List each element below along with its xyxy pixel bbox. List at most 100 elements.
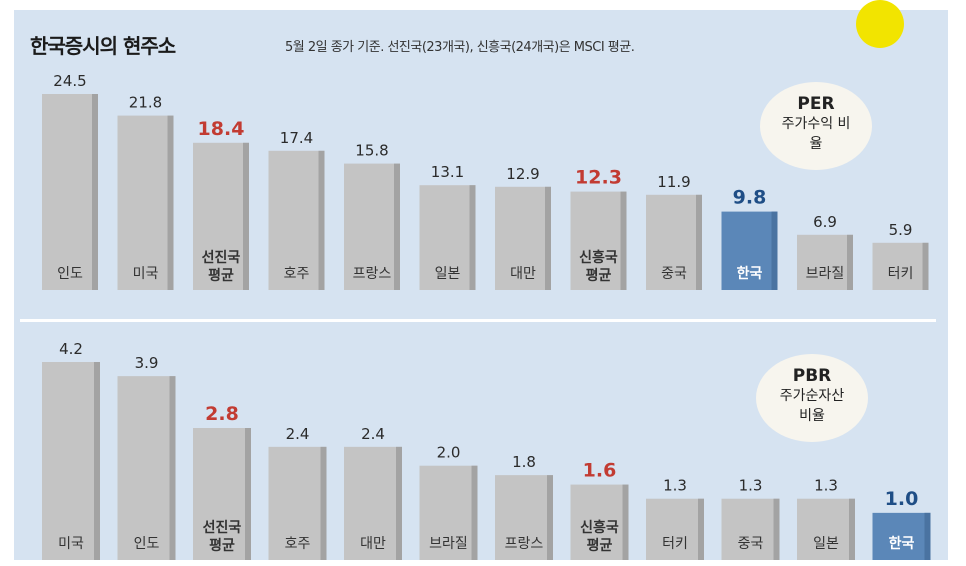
per-bar-shade bbox=[771, 211, 778, 290]
per-bar bbox=[797, 234, 853, 290]
pbr-bar bbox=[419, 465, 478, 560]
per-bar bbox=[495, 186, 551, 290]
pbr-bar-shade bbox=[622, 484, 629, 560]
pbr-bar-shade bbox=[773, 498, 780, 560]
per-bubble: PER 주가수익 비율 bbox=[760, 82, 872, 170]
per-bar-shade bbox=[394, 163, 400, 290]
per-bar-shade bbox=[922, 242, 929, 290]
section-divider bbox=[20, 319, 936, 322]
pbr-bar-shade bbox=[924, 512, 931, 560]
pbr-category-label: 평균 bbox=[209, 537, 235, 554]
pbr-bar bbox=[721, 498, 780, 560]
pbr-bar bbox=[495, 475, 553, 560]
per-value-label: 12.9 bbox=[506, 165, 539, 183]
per-value-label: 24.5 bbox=[53, 72, 86, 90]
per-bar-shade bbox=[469, 185, 476, 290]
per-bar-shade bbox=[620, 191, 627, 290]
per-category-label: 인도 bbox=[57, 266, 83, 282]
pbr-bubble-subtitle: 주가순자산 비율 bbox=[779, 388, 845, 424]
pbr-category-label: 브라질 bbox=[429, 536, 468, 552]
per-bar bbox=[646, 194, 702, 290]
pbr-bar-shade bbox=[320, 446, 327, 560]
pbr-value-label: 1.3 bbox=[814, 477, 838, 495]
pbr-bar-shade bbox=[547, 475, 553, 560]
per-bar-shade bbox=[847, 234, 853, 290]
pbr-bar-shade bbox=[245, 428, 251, 560]
pbr-value-label: 1.3 bbox=[663, 477, 687, 495]
per-value-label: 13.1 bbox=[431, 163, 464, 181]
per-value-label: 11.9 bbox=[657, 173, 690, 191]
per-bar bbox=[193, 142, 249, 290]
pbr-value-label: 1.8 bbox=[512, 453, 536, 471]
pbr-category-label: 신흥국 bbox=[580, 519, 619, 536]
per-value-label: 15.8 bbox=[355, 142, 388, 160]
per-bar bbox=[721, 211, 778, 290]
per-value-label: 9.8 bbox=[733, 187, 767, 209]
pbr-bar-shade bbox=[849, 498, 855, 560]
per-value-label: 18.4 bbox=[198, 118, 245, 140]
pbr-category-label: 중국 bbox=[738, 536, 764, 552]
pbr-category-label: 대만 bbox=[360, 536, 386, 552]
pbr-category-label: 선진국 bbox=[203, 519, 242, 536]
per-category-label: 대만 bbox=[510, 266, 536, 282]
pbr-bar bbox=[117, 376, 176, 560]
pbr-value-label: 4.2 bbox=[59, 340, 83, 358]
per-bar-shade bbox=[318, 150, 325, 290]
pbr-value-label: 2.4 bbox=[286, 425, 310, 443]
pbr-bar-shade bbox=[471, 465, 478, 560]
pbr-value-label: 2.8 bbox=[205, 403, 239, 425]
pbr-category-label: 프랑스 bbox=[505, 536, 544, 552]
pbr-bar bbox=[193, 428, 251, 560]
per-value-label: 6.9 bbox=[813, 213, 837, 231]
per-bubble-subtitle: 주가수익 비율 bbox=[781, 116, 851, 152]
pbr-bar-shade bbox=[396, 446, 402, 560]
pbr-bar-shade bbox=[169, 376, 176, 560]
pbr-value-label: 1.3 bbox=[739, 477, 763, 495]
cursor-highlight-dot bbox=[856, 0, 904, 48]
pbr-value-label: 2.4 bbox=[361, 425, 385, 443]
pbr-bubble-title: PBR bbox=[792, 366, 832, 386]
per-category-label: 호주 bbox=[284, 266, 310, 282]
per-bar bbox=[344, 163, 400, 290]
pbr-bar bbox=[570, 484, 629, 560]
per-category-label: 브라질 bbox=[806, 266, 845, 282]
per-category-label: 미국 bbox=[133, 266, 159, 282]
pbr-value-label: 1.6 bbox=[583, 460, 617, 482]
pbr-bubble: PBR 주가순자산 비율 bbox=[756, 354, 868, 442]
per-category-label: 터키 bbox=[888, 266, 914, 282]
per-bar bbox=[570, 191, 627, 290]
pbr-value-label: 1.0 bbox=[885, 488, 919, 510]
per-category-label: 평균 bbox=[208, 267, 234, 284]
pbr-category-label: 인도 bbox=[134, 536, 160, 552]
pbr-bar bbox=[872, 512, 931, 560]
per-bar-shade bbox=[167, 115, 174, 290]
per-bar-shade bbox=[92, 94, 98, 290]
pbr-bar bbox=[646, 498, 704, 560]
pbr-category-label: 터키 bbox=[662, 536, 688, 552]
per-bar-shade bbox=[243, 142, 249, 290]
per-bar bbox=[117, 115, 174, 290]
pbr-bar-shade bbox=[698, 498, 704, 560]
per-value-label: 17.4 bbox=[280, 129, 313, 147]
per-bubble-title: PER bbox=[797, 94, 835, 114]
per-category-label: 일본 bbox=[435, 266, 461, 282]
pbr-category-label: 일본 bbox=[813, 536, 839, 552]
per-bar bbox=[268, 150, 325, 290]
pbr-bar bbox=[42, 362, 100, 560]
pbr-category-label: 미국 bbox=[58, 536, 84, 552]
per-category-label: 선진국 bbox=[202, 249, 241, 266]
per-value-label: 21.8 bbox=[129, 94, 162, 112]
per-value-label: 12.3 bbox=[575, 167, 622, 189]
per-value-label: 5.9 bbox=[889, 221, 913, 239]
per-category-label: 한국 bbox=[737, 266, 763, 282]
pbr-bar bbox=[268, 446, 327, 560]
pbr-category-label: 한국 bbox=[889, 536, 915, 552]
per-category-label: 신흥국 bbox=[579, 249, 618, 266]
chart-subtitle: 5월 2일 종가 기준. 선진국(23개국), 신흥국(24개국)은 MSCI … bbox=[285, 40, 635, 55]
pbr-category-label: 평균 bbox=[587, 537, 613, 554]
pbr-bar bbox=[797, 498, 855, 560]
per-bar bbox=[419, 185, 476, 290]
per-bar bbox=[42, 94, 98, 290]
chart-title: 한국증시의 현주소 bbox=[30, 34, 176, 58]
